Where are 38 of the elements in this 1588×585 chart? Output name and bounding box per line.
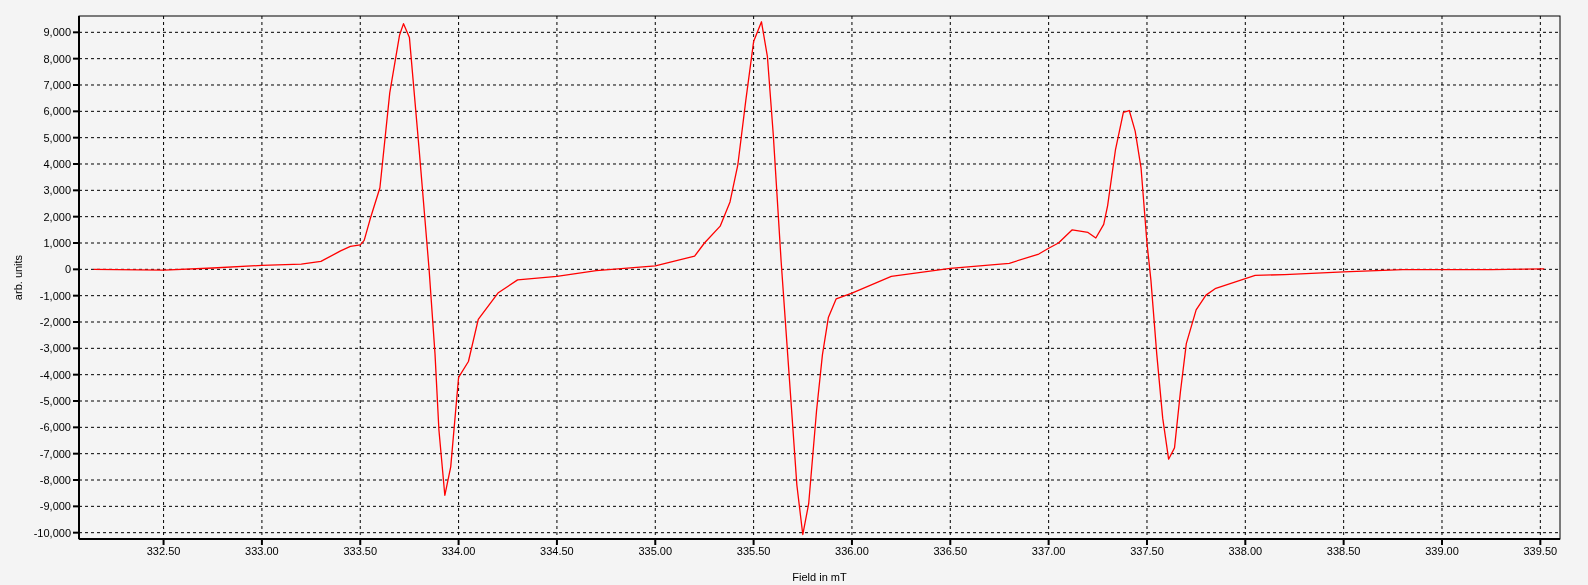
y-tick-label: -7,000 (39, 447, 71, 460)
y-tick-label: 8,000 (43, 52, 71, 65)
y-tick-label: -9,000 (39, 500, 71, 513)
x-tick-label: 335.50 (736, 544, 771, 557)
y-tick-label: -10,000 (33, 526, 71, 539)
y-tick-label: 1,000 (43, 236, 71, 249)
x-axis-title: Field in mT (792, 571, 847, 583)
x-tick-label: 336.00 (835, 544, 869, 557)
x-tick-label: 337.50 (1130, 544, 1164, 557)
x-tick-label: 334.50 (540, 544, 574, 557)
x-tick-label: 339.50 (1523, 544, 1558, 557)
y-tick-label: -3,000 (39, 342, 71, 355)
y-tick-label: -2,000 (39, 315, 71, 328)
y-tick-label: -8,000 (39, 473, 71, 486)
line-series (93, 21, 1545, 536)
x-tick-label: 333.50 (343, 544, 378, 557)
x-tick-label: 334.00 (441, 544, 476, 557)
y-tick-label: 7,000 (43, 78, 71, 91)
x-tick-label: 333.00 (245, 544, 279, 557)
y-tick-label: -6,000 (39, 421, 71, 434)
y-tick-label: 2,000 (43, 210, 71, 223)
y-tick-label: 4,000 (43, 157, 71, 170)
x-tick-label: 338.50 (1326, 544, 1361, 557)
y-tick-label: 6,000 (43, 105, 71, 118)
x-tick-label: 336.50 (933, 544, 968, 557)
y-tick-label: 9,000 (43, 26, 71, 39)
y-axis-title: arb. units (11, 254, 24, 301)
x-tick-label: 339.00 (1425, 544, 1459, 557)
y-tick-label: 0 (64, 263, 71, 276)
y-tick-label: -5,000 (39, 394, 71, 407)
x-tick-label: 335.00 (638, 544, 673, 557)
x-tick-label: 332.50 (146, 544, 181, 557)
y-tick-label: 5,000 (43, 131, 71, 144)
x-tick-label: 337.00 (1031, 544, 1066, 557)
y-tick-label: -1,000 (39, 289, 71, 302)
y-tick-label: 3,000 (43, 184, 71, 197)
x-tick-label: 338.00 (1228, 544, 1263, 557)
y-tick-label: -4,000 (39, 368, 71, 381)
